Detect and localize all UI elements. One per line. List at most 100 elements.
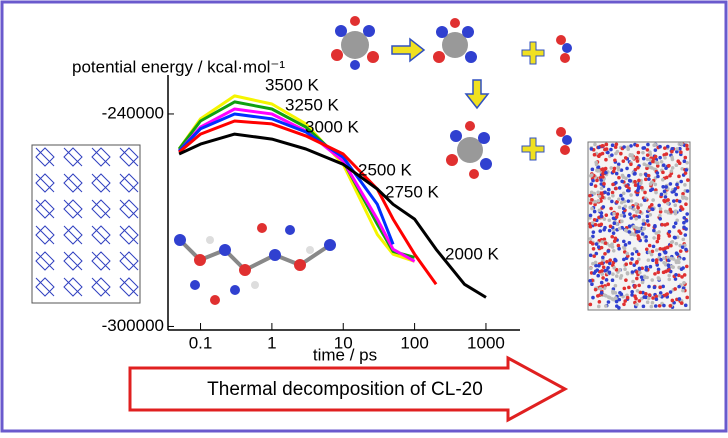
atom (609, 206, 613, 211)
lattice-cell (119, 199, 139, 219)
atom (600, 269, 604, 273)
atom (608, 258, 612, 262)
atom (675, 147, 679, 151)
atom (633, 167, 638, 172)
atom (648, 188, 653, 193)
atom (617, 246, 621, 251)
atom (628, 261, 633, 266)
atom (675, 182, 679, 187)
atom (675, 218, 679, 223)
atom (618, 268, 622, 272)
atom (604, 278, 609, 282)
atom (638, 172, 643, 177)
atom (625, 166, 629, 171)
atom (658, 291, 663, 295)
atom (670, 149, 674, 154)
atom (622, 239, 626, 244)
atom (623, 228, 628, 233)
atom (625, 295, 630, 300)
atom (647, 250, 652, 255)
series-line (178, 119, 438, 286)
atom (645, 300, 650, 305)
atom (646, 296, 651, 301)
atom (606, 187, 611, 192)
atom (661, 163, 666, 168)
atom (599, 291, 604, 295)
atom (653, 182, 658, 187)
atom (610, 143, 615, 147)
atom (623, 204, 628, 209)
atom (647, 243, 652, 248)
atom (661, 185, 665, 189)
atom (600, 167, 605, 171)
atom (668, 290, 673, 294)
atom (681, 237, 686, 242)
atom (628, 212, 632, 216)
atom (658, 155, 662, 160)
atom (611, 231, 616, 235)
atom (588, 253, 593, 258)
atom (613, 257, 617, 262)
atom (597, 154, 601, 159)
atom (593, 260, 598, 265)
atom (602, 217, 607, 221)
lattice-cell (91, 173, 111, 193)
atom (653, 148, 658, 152)
atom (650, 300, 655, 305)
atom (639, 203, 643, 207)
atom (591, 295, 595, 300)
atom (596, 273, 601, 278)
banner-arrow (128, 355, 569, 423)
atom (671, 257, 676, 261)
atom (677, 257, 681, 261)
atom (603, 241, 608, 245)
atom (677, 297, 682, 301)
atom (650, 278, 655, 282)
atom (617, 186, 622, 190)
atom (651, 159, 655, 164)
atom (681, 191, 685, 196)
atom (588, 266, 593, 271)
lattice-cell (119, 251, 139, 271)
atom (593, 142, 597, 147)
atom (599, 178, 604, 182)
atom (632, 207, 636, 212)
atom (684, 202, 688, 207)
atom (652, 236, 656, 240)
atom (666, 268, 670, 273)
atom (653, 272, 657, 276)
atom (588, 224, 593, 229)
atom (680, 207, 685, 211)
atom (591, 234, 595, 239)
atom (615, 212, 620, 216)
atom (590, 197, 594, 202)
atom (597, 263, 601, 268)
atom (589, 190, 594, 195)
atom (644, 292, 648, 296)
atom (621, 191, 626, 196)
lattice-cell (35, 251, 55, 271)
atom (654, 260, 659, 265)
atom (635, 288, 640, 293)
atom (641, 222, 646, 226)
atom (678, 146, 682, 151)
atom (674, 192, 679, 197)
atom (619, 274, 624, 278)
molecule-inset (174, 223, 336, 305)
atom (588, 213, 593, 218)
atom (619, 292, 624, 296)
atom (667, 273, 672, 278)
atom (648, 161, 652, 166)
atom (658, 207, 663, 211)
atom (672, 189, 676, 194)
atom (621, 175, 626, 179)
atom (668, 182, 673, 186)
atom (634, 249, 639, 254)
atom (654, 231, 659, 235)
atom (668, 269, 673, 274)
atom (638, 290, 643, 295)
atom (596, 145, 601, 150)
atom (637, 215, 642, 219)
atom (604, 157, 608, 162)
atom (599, 222, 604, 227)
